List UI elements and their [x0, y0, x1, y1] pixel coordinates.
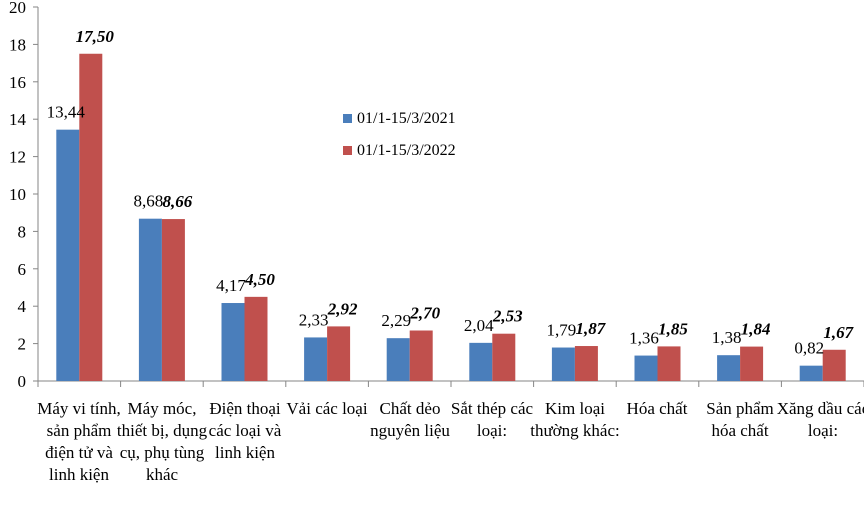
bar-2022 — [657, 346, 681, 381]
data-label-2021: 1,36 — [629, 329, 659, 348]
data-label-2021: 0,82 — [794, 339, 824, 358]
data-label-2022: 1,87 — [576, 319, 607, 338]
legend: 01/1-15/3/2021 01/1-15/3/2022 — [343, 110, 456, 159]
bar-2021 — [634, 355, 658, 381]
y-tick-label: 12 — [9, 148, 26, 167]
x-category-label: Chất dẻo nguyên liệu — [370, 399, 450, 440]
bar-2022 — [822, 349, 846, 381]
data-label-2022: 2,70 — [409, 304, 440, 323]
bar-2022 — [492, 333, 516, 381]
y-tick-label: 10 — [9, 185, 26, 204]
data-label-2022: 1,85 — [658, 319, 688, 338]
legend-swatch — [343, 146, 352, 155]
bar-2021 — [551, 347, 575, 381]
x-category-label: Sắt thép các loại: — [450, 399, 534, 440]
y-tick-label: 6 — [18, 260, 27, 279]
y-tick-label: 4 — [18, 297, 27, 316]
bar-2021 — [138, 218, 162, 381]
bar-2022 — [79, 53, 103, 381]
bar-2021 — [469, 342, 493, 381]
y-tick-label: 0 — [18, 372, 27, 391]
data-label-2022: 1,67 — [823, 323, 854, 342]
x-category-label: Xăng dầu các loại: — [776, 399, 864, 440]
data-label-2022: 1,84 — [741, 320, 771, 339]
legend-label: 01/1-15/3/2022 — [357, 142, 456, 159]
bar-2021 — [717, 355, 741, 381]
bar-2021 — [304, 337, 328, 381]
data-label-2021: 2,29 — [381, 311, 411, 330]
data-label-2021: 2,33 — [299, 310, 329, 329]
x-category-label: Điện thoại các loại và linh kiện — [208, 399, 282, 462]
x-category-label: Máy vi tính, sản phẩm điện tử và linh ki… — [37, 399, 121, 484]
bars — [56, 53, 846, 381]
bar-2021 — [56, 129, 80, 381]
bar-2022 — [409, 330, 433, 381]
axes: 0 2 4 6 8 10 12 14 16 18 20 — [9, 0, 864, 391]
y-tick-label: 16 — [9, 73, 26, 92]
bar-2022 — [244, 296, 268, 381]
x-category-label: Vải các loại — [286, 399, 368, 418]
bar-2022 — [574, 346, 598, 381]
x-category-label: Sản phẩm hóa chất — [706, 399, 774, 440]
data-label-2021: 2,04 — [464, 316, 494, 335]
data-label-2022: 8,66 — [163, 192, 193, 211]
y-tick-label: 14 — [9, 110, 27, 129]
bar-2021 — [221, 303, 245, 381]
y-tick-label: 2 — [18, 335, 27, 354]
data-label-2021: 1,79 — [547, 321, 577, 340]
y-tick-label: 20 — [9, 0, 26, 17]
data-label-2021: 8,68 — [134, 192, 164, 211]
data-label-2021: 1,38 — [712, 328, 742, 347]
bar-2022 — [161, 219, 185, 381]
bar-2021 — [386, 338, 410, 381]
data-label-2022: 4,50 — [244, 270, 275, 289]
y-tick-label: 8 — [18, 222, 27, 241]
legend-swatch — [343, 114, 352, 123]
y-tick-label: 18 — [9, 35, 26, 54]
data-label-2022: 2,92 — [327, 299, 358, 318]
data-label-2021: 13,44 — [47, 103, 86, 122]
bar-2021 — [799, 365, 823, 381]
bar-2022 — [327, 326, 351, 381]
bar-2022 — [740, 346, 764, 381]
legend-label: 01/1-15/3/2021 — [357, 110, 456, 127]
data-label-2022: 2,53 — [492, 307, 523, 326]
data-label-2021: 4,17 — [216, 276, 246, 295]
x-category-label: Hóa chất — [626, 399, 688, 418]
x-category-label: Máy móc, thiết bị, dụng cụ, phụ tùng khá… — [116, 399, 208, 484]
x-category-label: Kim loại thường khác: — [530, 399, 620, 440]
data-label-2022: 17,50 — [76, 27, 115, 46]
